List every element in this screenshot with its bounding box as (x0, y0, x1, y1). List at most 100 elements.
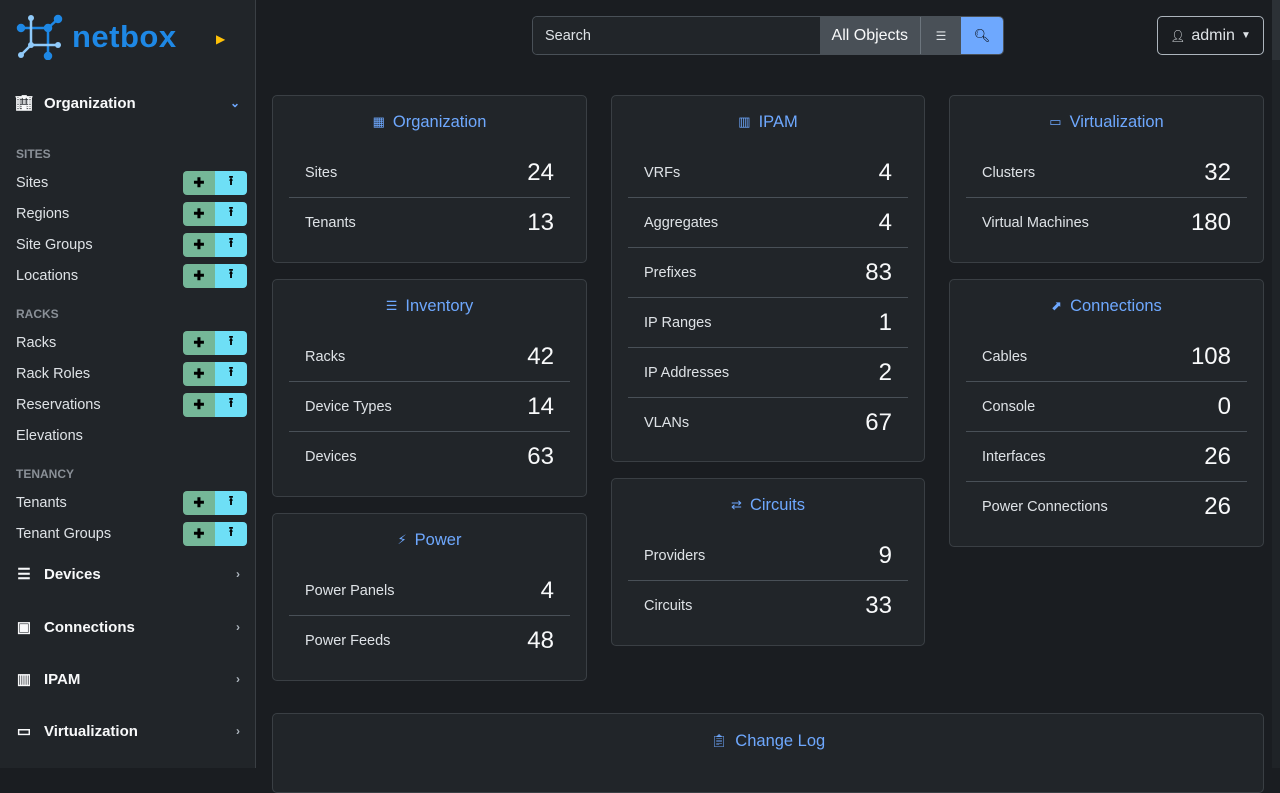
item-label: Tenant Groups (16, 526, 112, 542)
add-button[interactable]: ✚ (183, 491, 215, 515)
sidebar-item-regions[interactable]: Regions ✚ ⭱ (16, 202, 247, 226)
sidebar-section-ipam[interactable]: ▥ IPAM › (14, 670, 240, 689)
page-scrollbar[interactable] (1272, 0, 1280, 768)
card-title[interactable]: IPAM (758, 112, 798, 131)
username: admin (1191, 26, 1235, 44)
stat-row[interactable]: Devices 63 (289, 432, 570, 482)
search-input[interactable]: Search (533, 17, 820, 54)
stat-row[interactable]: Providers 9 (628, 531, 908, 581)
sidebar-item-racks[interactable]: Racks ✚ ⭱ (16, 331, 247, 355)
building-icon: ▦ (372, 114, 385, 129)
add-button[interactable]: ✚ (183, 264, 215, 288)
stat-row[interactable]: Circuits 33 (628, 581, 908, 631)
stat-count: 24 (527, 158, 554, 186)
import-button[interactable]: ⭱ (215, 171, 247, 195)
stat-row[interactable]: IP Ranges 1 (628, 298, 908, 348)
stat-row[interactable]: Power Panels 4 (289, 566, 570, 616)
sidebar-section-organization[interactable]: 🏢︎ Organization ⌄ (14, 94, 240, 113)
sidebar-item-reservations[interactable]: Reservations ✚ ⭱ (16, 393, 247, 417)
stat-row[interactable]: Aggregates 4 (628, 198, 908, 248)
card-title[interactable]: Virtualization (1069, 112, 1164, 131)
stat-count: 48 (527, 627, 554, 654)
stat-row[interactable]: Device Types 14 (289, 382, 570, 432)
item-label: Sites (16, 175, 49, 191)
stat-label: IP Addresses (644, 364, 730, 381)
stat-row[interactable]: VRFs 4 (628, 148, 908, 198)
card-title[interactable]: Power (414, 530, 462, 549)
import-button[interactable]: ⭱ (215, 522, 247, 546)
card-title[interactable]: Circuits (749, 495, 805, 514)
search-button[interactable]: 🔍︎ (961, 17, 1003, 54)
scrollbar-thumb[interactable] (1272, 0, 1280, 60)
sidebar-item-elevations[interactable]: Elevations (16, 424, 247, 448)
user-menu-button[interactable]: 👤︎ admin ▼ (1157, 16, 1264, 55)
section-label: IPAM (44, 670, 81, 688)
counter-icon: ▥ (16, 671, 32, 688)
import-button[interactable]: ⭱ (215, 362, 247, 386)
sidebar-item-locations[interactable]: Locations ✚ ⭱ (16, 264, 247, 288)
add-button[interactable]: ✚ (183, 202, 215, 226)
add-button[interactable]: ✚ (183, 171, 215, 195)
card-title[interactable]: Organization (392, 112, 487, 131)
stat-row[interactable]: Power Connections 26 (966, 482, 1247, 532)
stat-row[interactable]: Interfaces 26 (966, 432, 1247, 482)
sidebar-section-devices[interactable]: ☰ Devices › (14, 565, 240, 584)
stat-row[interactable]: VLANs 67 (628, 398, 908, 448)
add-button[interactable]: ✚ (183, 393, 215, 417)
chevron-right-icon: › (236, 567, 240, 581)
card-connections: ⬈ Connections Cables 108 Console 0 Interfaces… (949, 279, 1264, 547)
stat-count: 0 (1217, 392, 1231, 420)
sidebar-item-rack-roles[interactable]: Rack Roles ✚ ⭱ (16, 362, 247, 386)
user-icon: 👤︎ (1170, 28, 1186, 43)
import-button[interactable]: ⭱ (215, 264, 247, 288)
group-racks: RACKS (16, 307, 59, 321)
import-button[interactable]: ⭱ (215, 233, 247, 257)
import-button[interactable]: ⭱ (215, 393, 247, 417)
stat-row[interactable]: Console 0 (966, 382, 1247, 432)
sidebar-item-sites[interactable]: Sites ✚ ⭱ (16, 171, 247, 195)
stat-row[interactable]: Clusters 32 (966, 148, 1247, 198)
sidebar-item-tenant-groups[interactable]: Tenant Groups ✚ ⭱ (16, 522, 247, 546)
import-button[interactable]: ⭱ (215, 202, 247, 226)
stat-row[interactable]: Virtual Machines 180 (966, 198, 1247, 248)
sidebar-section-virtualization[interactable]: ▭ Virtualization › (14, 722, 240, 741)
stat-row[interactable]: Sites 24 (289, 148, 570, 198)
add-button[interactable]: ✚ (183, 522, 215, 546)
stat-row[interactable]: Tenants 13 (289, 198, 570, 248)
sidebar-item-tenants[interactable]: Tenants ✚ ⭱ (16, 491, 247, 515)
stat-count: 14 (527, 392, 554, 420)
stat-label: Circuits (644, 598, 693, 614)
stat-label: Virtual Machines (982, 215, 1089, 231)
filter-icon[interactable]: ☰ (921, 17, 961, 54)
stat-row[interactable]: IP Addresses 2 (628, 348, 908, 398)
stat-label: Device Types (305, 398, 392, 415)
stat-count: 83 (865, 258, 892, 286)
import-button[interactable]: ⭱ (215, 331, 247, 355)
building-icon: 🏢︎ (14, 95, 34, 112)
netbox-logo[interactable]: netbox (16, 14, 177, 60)
stat-row[interactable]: Cables 108 (966, 332, 1247, 382)
pin-icon[interactable]: ▶ (216, 32, 226, 46)
netbox-logo-icon (16, 14, 63, 60)
stat-count: 42 (527, 342, 554, 370)
sidebar-item-site-groups[interactable]: Site Groups ✚ ⭱ (16, 233, 247, 257)
search-scope-select[interactable]: All Objects (819, 17, 921, 54)
stat-label: Power Panels (305, 582, 395, 599)
stat-row[interactable]: Racks 42 (289, 332, 570, 382)
add-button[interactable]: ✚ (183, 362, 215, 386)
chevron-down-icon: ⌄ (229, 96, 240, 110)
card-virtualization: ▭ Virtualization Clusters 32 Virtual Machin… (949, 95, 1264, 263)
add-button[interactable]: ✚ (183, 233, 215, 257)
sidebar-section-connections[interactable]: ▣ Connections › (14, 618, 240, 637)
counter-icon: ▥ (738, 114, 751, 129)
stat-row[interactable]: Prefixes 83 (628, 248, 908, 298)
stat-label: Cables (982, 348, 1028, 365)
import-button[interactable]: ⭱ (215, 491, 247, 515)
stat-count: 63 (527, 443, 554, 470)
add-button[interactable]: ✚ (183, 331, 215, 355)
card-title[interactable]: Connections (1070, 296, 1162, 315)
stat-row[interactable]: Power Feeds 48 (289, 616, 570, 666)
card-title[interactable]: Change Log (735, 731, 826, 750)
chevron-right-icon: › (236, 620, 240, 634)
card-title[interactable]: Inventory (405, 296, 474, 315)
